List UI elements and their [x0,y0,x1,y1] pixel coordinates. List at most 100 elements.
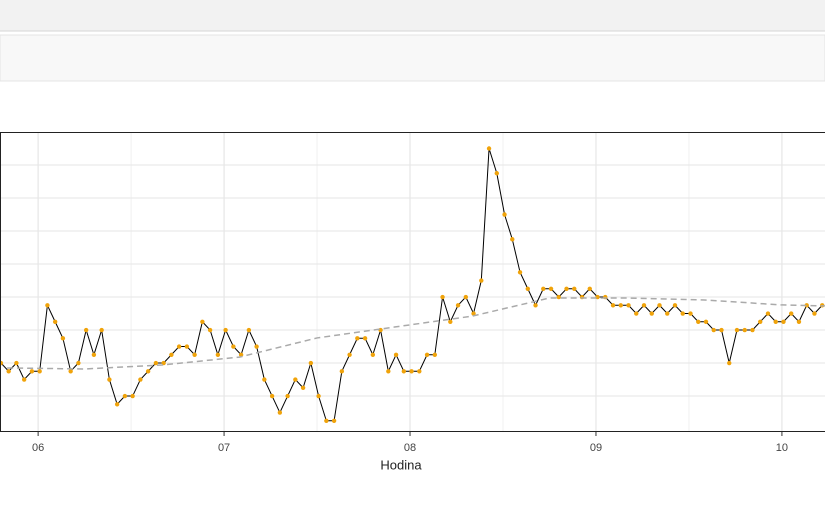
point [114,402,120,407]
point [618,303,623,308]
point [107,377,112,382]
point [734,327,740,333]
point [76,360,81,366]
point [14,360,19,366]
point [324,418,329,423]
point [494,171,499,176]
point [409,369,414,374]
point [742,327,747,333]
point [91,352,97,357]
x-tick-label: 06 [32,442,44,454]
point [649,311,654,316]
point [587,286,592,291]
point [122,393,128,399]
x-axis-title: Hodina [380,457,422,472]
point [138,377,143,382]
point [796,319,802,324]
point [758,319,763,324]
point [393,352,399,357]
point [184,344,190,349]
point [525,286,530,291]
point [510,237,515,242]
point [37,369,42,374]
point [502,212,507,217]
point [727,360,732,366]
point [471,311,476,316]
point [316,393,321,399]
point [440,294,445,300]
point [424,352,430,357]
point [215,352,221,357]
point [331,418,337,423]
point [370,352,376,357]
point [696,319,701,324]
point [564,286,569,291]
point [223,327,228,333]
point [277,410,283,415]
point [657,303,662,308]
point [29,369,35,374]
point [45,303,50,308]
point [99,327,104,333]
point [610,303,616,308]
trend-line [7,297,825,370]
point [153,360,159,366]
plot-area [0,132,825,432]
point [192,352,197,357]
point [781,319,786,324]
point [463,294,469,300]
point [665,311,670,316]
point [83,327,89,333]
point [672,303,678,308]
point [285,393,290,399]
point [401,369,407,374]
point [765,311,771,316]
point [517,270,523,275]
point [479,278,484,283]
point [804,303,809,308]
point [293,377,298,382]
point [52,319,58,324]
panel-border [0,132,825,432]
point [548,286,554,291]
point [262,377,267,382]
point [254,344,259,349]
point [6,369,11,374]
point [362,336,368,341]
x-tick-label: 09 [590,442,602,454]
point [711,327,716,333]
point [21,377,27,382]
point [417,369,422,374]
point [339,369,345,374]
point [680,311,685,316]
point [386,369,391,374]
x-tick-label: 07 [218,442,230,454]
point [533,303,538,308]
x-tick-label: 08 [404,442,416,454]
point [773,319,778,324]
point [176,344,182,349]
series-line [0,148,823,422]
point [455,303,461,308]
point [200,319,205,324]
point [246,327,252,333]
point [719,327,724,333]
point [750,327,755,333]
point [432,352,438,357]
point [355,336,360,341]
point [688,311,693,316]
x-tick-label: 10 [776,442,788,454]
point [300,385,306,390]
point [231,344,236,349]
point [641,303,647,308]
point [556,294,561,300]
point [347,352,352,357]
toolbar [0,34,825,82]
point [634,311,639,316]
top-bar [0,0,825,31]
point [161,360,166,366]
point [269,393,275,399]
point [207,327,213,333]
